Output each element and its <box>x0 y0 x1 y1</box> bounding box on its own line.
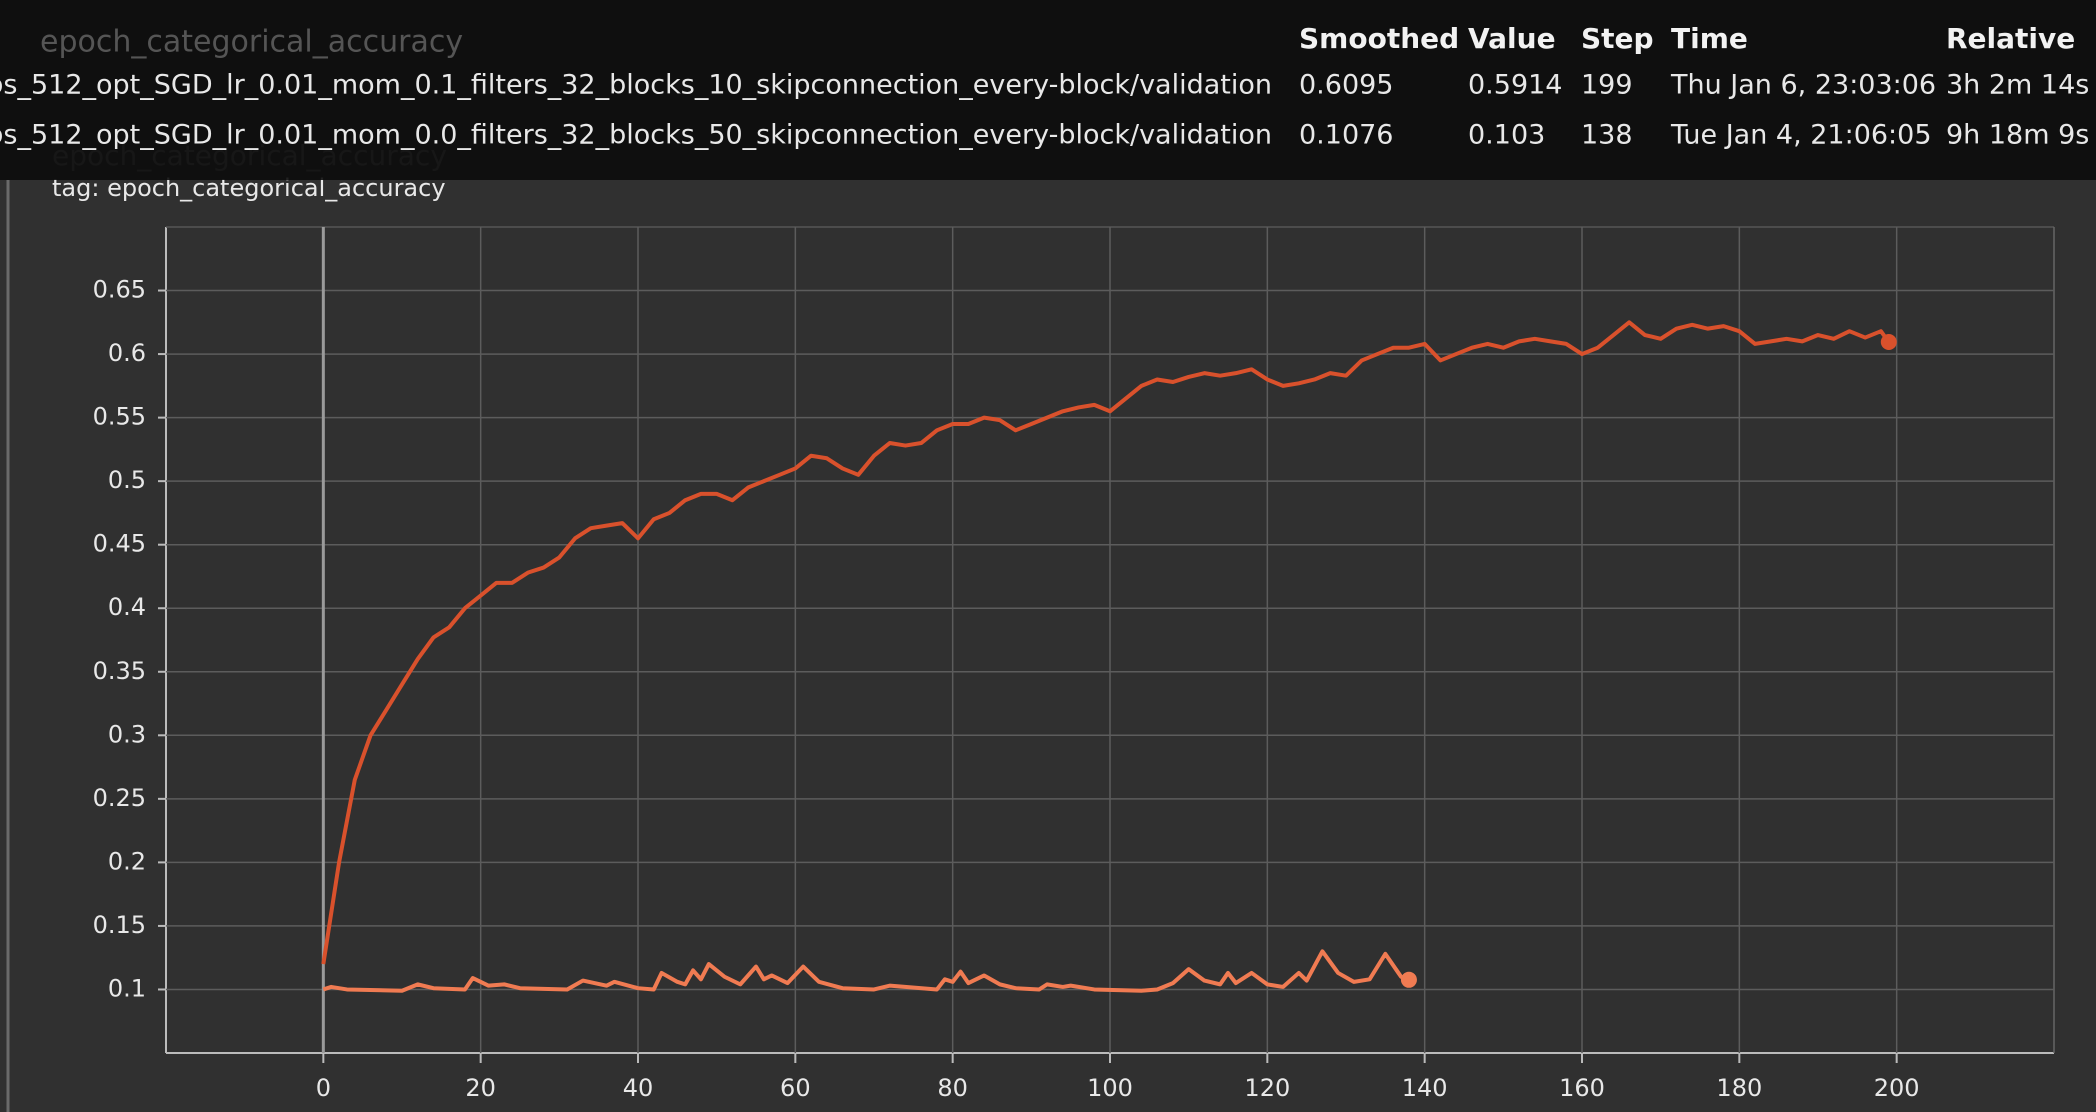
y-tick-label: 0.3 <box>108 720 146 748</box>
tooltip-column-header: Value <box>1468 22 1556 55</box>
x-tick-label: 80 <box>937 1074 968 1102</box>
tooltip-cell: Thu Jan 6, 23:03:06 <box>1670 70 1936 101</box>
tooltip-run-name: 200_bs_512_opt_SGD_lr_0.01_mom_0.1_filte… <box>0 70 1272 101</box>
card-title: epoch_categorical_accuracy <box>40 25 463 60</box>
tooltip-cell: 9h 18m 9s <box>1946 120 2089 151</box>
y-tick-label: 0.65 <box>93 276 146 304</box>
x-tick-label: 0 <box>316 1074 331 1102</box>
tooltip-cell: 3h 2m 14s <box>1946 70 2089 101</box>
series-end-dot <box>1880 334 1897 351</box>
y-tick-label: 0.5 <box>108 466 146 494</box>
y-tick-label: 0.15 <box>93 911 146 939</box>
tooltip-background <box>0 0 2096 180</box>
tooltip-cell: Tue Jan 4, 21:06:05 <box>1670 120 1932 151</box>
y-tick-label: 0.45 <box>93 530 146 558</box>
tooltip-cell: 0.5914 <box>1468 70 1562 101</box>
y-tick-label: 0.4 <box>108 593 146 621</box>
tooltip-cell: 199 <box>1581 70 1633 101</box>
y-tick-label: 0.35 <box>93 657 146 685</box>
tooltip-cell: 138 <box>1581 120 1633 151</box>
y-tick-label: 0.1 <box>108 974 146 1002</box>
x-tick-label: 140 <box>1402 1074 1448 1102</box>
series-line <box>321 320 1891 965</box>
tooltip-column-header: Smoothed <box>1299 22 1459 55</box>
tooltip-cell: 0.6095 <box>1299 70 1393 101</box>
tooltip-column-header: Time <box>1671 22 1748 55</box>
series-line <box>322 949 1410 993</box>
x-tick-label: 60 <box>780 1074 811 1102</box>
y-tick-label: 0.2 <box>108 847 146 875</box>
tooltip-run-name: 500_bs_512_opt_SGD_lr_0.01_mom_0.0_filte… <box>0 120 1272 151</box>
series-end-dot <box>1400 971 1417 988</box>
tooltip-column-header: Step <box>1581 22 1654 55</box>
tooltip: epoch_categorical_accuracy Smoothed Value… <box>0 0 2096 180</box>
x-tick-label: 20 <box>465 1074 496 1102</box>
x-tick-label: 40 <box>623 1074 654 1102</box>
plot: 0.1 0.15 0.2 0.25 0.3 0.35 0.4 0.45 0.5 0.55 0.6 0.… <box>93 226 2055 1102</box>
x-tick-label: 180 <box>1716 1074 1762 1102</box>
tooltip-cell: 0.103 <box>1468 120 1545 151</box>
tooltip-column-header: Relative <box>1946 22 2075 55</box>
x-tick-label: 160 <box>1559 1074 1605 1102</box>
x-tick-label: 200 <box>1874 1074 1920 1102</box>
tooltip-cell: 0.1076 <box>1299 120 1393 151</box>
x-tick-label: 100 <box>1087 1074 1133 1102</box>
x-tick-label: 120 <box>1244 1074 1290 1102</box>
y-tick-label: 0.6 <box>108 339 146 367</box>
y-tick-label: 0.25 <box>93 784 146 812</box>
y-tick-label: 0.55 <box>93 403 146 431</box>
